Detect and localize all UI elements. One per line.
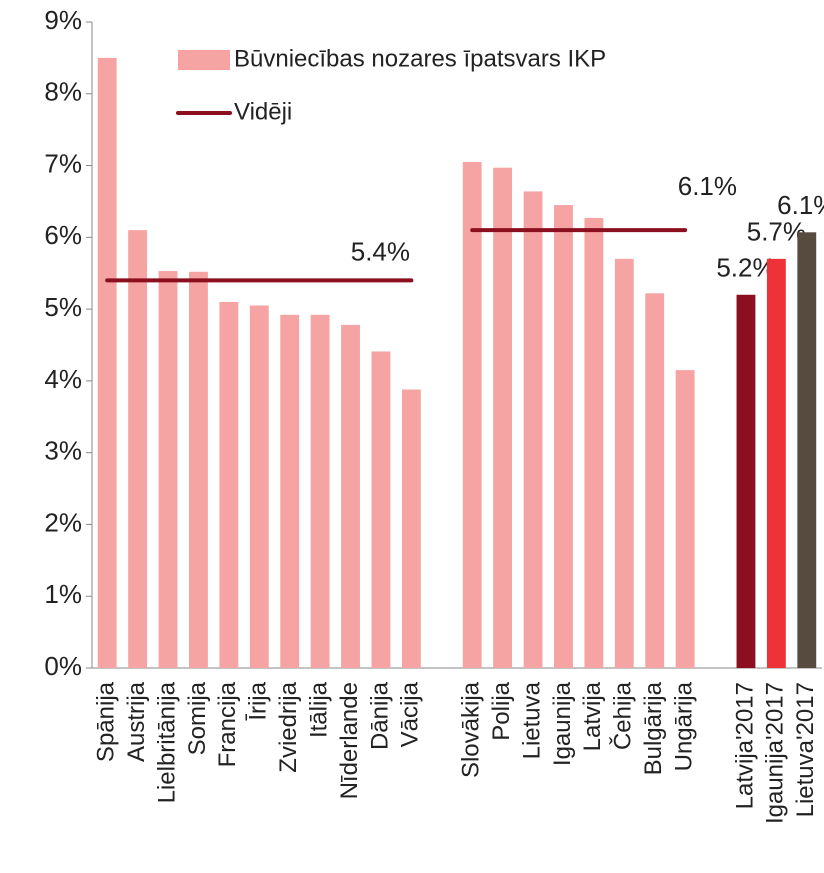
x-tick-label: Latvija [579,681,606,751]
bar [797,232,817,668]
bar [554,205,573,669]
x-tick-label: Slovākija [458,681,485,778]
x-tick-label: Somija [184,681,211,755]
x-tick-label: Itālija [305,681,332,738]
bar [614,258,634,668]
bar [675,370,695,668]
annotation: 6.1% [678,171,737,201]
bar [523,191,543,668]
legend-label: Vidēji [234,98,292,125]
x-tick-label: Spānija [93,681,120,762]
bar [584,217,604,668]
x-tick-label: Francija [214,681,241,767]
y-tick-label: 7% [44,148,82,178]
bar [280,314,300,668]
x-tick-label: Ungārija [670,681,697,771]
x-tick-label: Lietuva [518,681,545,759]
x-tick-label: Bulgārija [640,681,667,775]
data-label: 5.2% [716,253,775,283]
y-tick-label: 2% [44,507,82,537]
y-tick-label: 3% [44,436,82,466]
annotation: 5.4% [351,236,410,266]
y-tick-label: 9% [44,5,82,35]
x-tick-label: Austrija [123,681,150,762]
legend-swatch [178,50,230,70]
x-tick-label: Īrija [245,681,272,720]
bar [158,271,178,668]
y-tick-label: 8% [44,77,82,107]
x-tick-label: Igaunija [549,681,576,766]
x-tick-label: Vācija [397,681,424,747]
bar [249,305,269,668]
data-label: 6.1% [777,190,824,220]
data-label: 5.7% [747,217,806,247]
legend-label: Būvniecības nozares īpatsvars IKP [234,45,606,72]
bar [310,314,330,668]
x-tick-label: Dānija [366,681,393,750]
x-tick-label: Latvija'2017 [731,682,758,809]
bar [736,294,756,668]
bar [128,230,148,668]
bar [97,57,117,668]
bar [401,389,421,668]
bar [341,324,360,668]
x-tick-label: Zviedrija [275,681,302,772]
bar [645,293,665,668]
x-tick-label: Polija [488,681,515,740]
bar [219,301,239,668]
bar [766,258,786,668]
x-tick-label: Lietuva'2017 [792,682,819,817]
bar [371,351,391,668]
bar [189,271,208,668]
y-tick-label: 4% [44,364,82,394]
y-tick-label: 6% [44,220,82,250]
x-tick-label: Lielbritānija [153,681,180,803]
y-tick-label: 5% [44,292,82,322]
x-tick-label: Igaunija'2017 [762,682,789,824]
x-tick-label: Nīderlande [336,682,363,799]
y-tick-label: 0% [44,651,82,681]
y-tick-label: 1% [44,579,82,609]
bar [493,167,513,668]
bar [462,161,482,668]
x-tick-label: Čehija [609,681,637,750]
